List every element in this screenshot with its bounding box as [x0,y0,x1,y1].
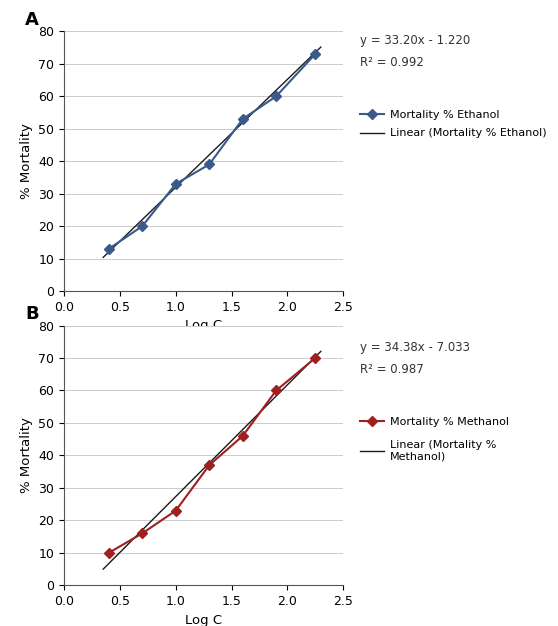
Legend: Mortality % Ethanol, Linear (Mortality % Ethanol): Mortality % Ethanol, Linear (Mortality %… [360,110,546,138]
Legend: Mortality % Methanol, Linear (Mortality %
Methanol): Mortality % Methanol, Linear (Mortality … [360,417,509,462]
Text: y = 34.38x - 7.033: y = 34.38x - 7.033 [360,341,470,354]
Text: B: B [25,305,39,323]
Text: A: A [25,11,39,29]
X-axis label: Log C: Log C [185,319,222,332]
Text: R² = 0.987: R² = 0.987 [360,363,424,376]
Text: R² = 0.992: R² = 0.992 [360,56,424,69]
Y-axis label: % Mortality: % Mortality [20,123,33,199]
Y-axis label: % Mortality: % Mortality [20,418,33,493]
X-axis label: Log C: Log C [185,613,222,626]
Text: y = 33.20x - 1.220: y = 33.20x - 1.220 [360,34,470,48]
